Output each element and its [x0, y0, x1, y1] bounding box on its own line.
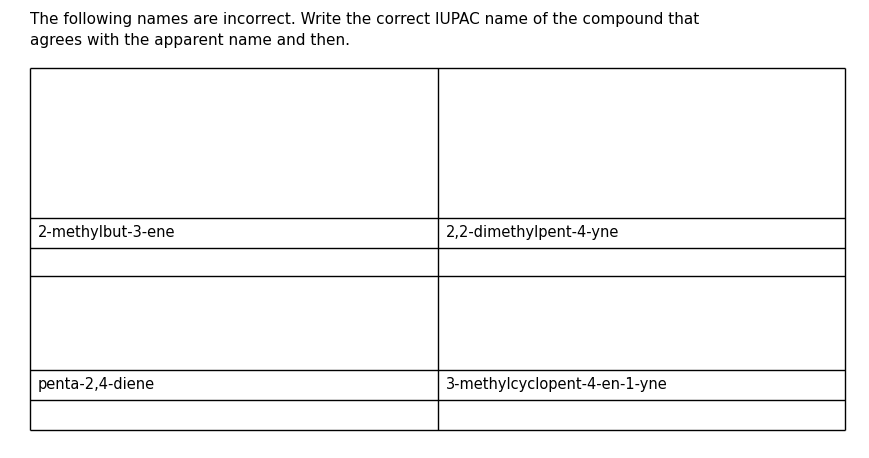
Text: The following names are incorrect. Write the correct IUPAC name of the compound : The following names are incorrect. Write… — [30, 12, 699, 48]
Text: 2-methylbut-3-ene: 2-methylbut-3-ene — [38, 225, 176, 240]
Text: 3-methylcyclopent-4-en-1-yne: 3-methylcyclopent-4-en-1-yne — [446, 377, 667, 393]
Text: 2,2-dimethylpent-4-yne: 2,2-dimethylpent-4-yne — [446, 225, 619, 240]
Text: penta-2,4-diene: penta-2,4-diene — [38, 377, 155, 393]
